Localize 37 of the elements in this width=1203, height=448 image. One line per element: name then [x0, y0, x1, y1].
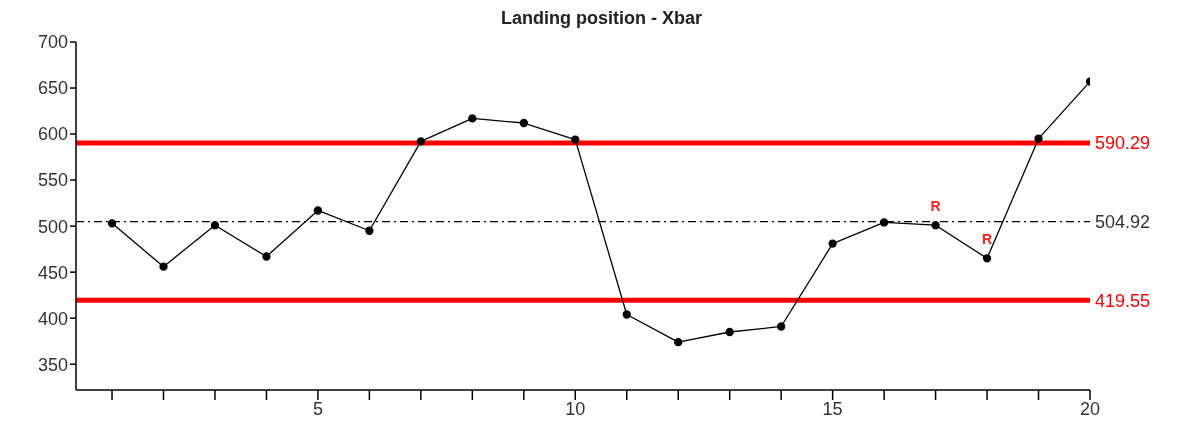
y-tick-label: 550: [37, 170, 68, 191]
x-tick-label: 5: [312, 398, 323, 419]
y-tick-label: 350: [37, 354, 68, 375]
point: [210, 221, 220, 230]
y-tick-label: 500: [37, 216, 68, 237]
point: [107, 219, 117, 228]
point: [622, 310, 631, 319]
point: [159, 262, 168, 271]
chart-title: Landing position - Xbar: [500, 8, 703, 29]
point: [313, 206, 323, 215]
x-tick-label: 15: [822, 398, 843, 419]
point: [879, 218, 889, 227]
point: [931, 221, 940, 230]
point: [674, 337, 683, 347]
point: [416, 137, 426, 146]
point: [468, 114, 477, 123]
point: [777, 322, 786, 331]
ref-line-label: 504.92: [1095, 211, 1151, 232]
y-tick-label: 400: [37, 308, 68, 329]
point: [1034, 134, 1043, 143]
ref-line-label: 419.55: [1095, 290, 1151, 311]
annotation: R: [930, 198, 941, 215]
point: [519, 118, 528, 128]
y-tick-label: 450: [37, 262, 68, 283]
point: [725, 327, 734, 337]
annotation: R: [981, 231, 993, 248]
y-tick-label: 600: [37, 124, 68, 145]
point: [262, 252, 271, 261]
y-tick-label: 650: [37, 78, 68, 99]
point: [365, 226, 374, 235]
ref-line-label: 590.29: [1095, 133, 1151, 154]
point: [571, 135, 580, 144]
y-tick-label: 700: [37, 32, 68, 53]
x-tick-label: 10: [565, 398, 586, 419]
point: [828, 239, 837, 248]
x-tick-label: 20: [1079, 398, 1101, 419]
point: [982, 254, 992, 263]
